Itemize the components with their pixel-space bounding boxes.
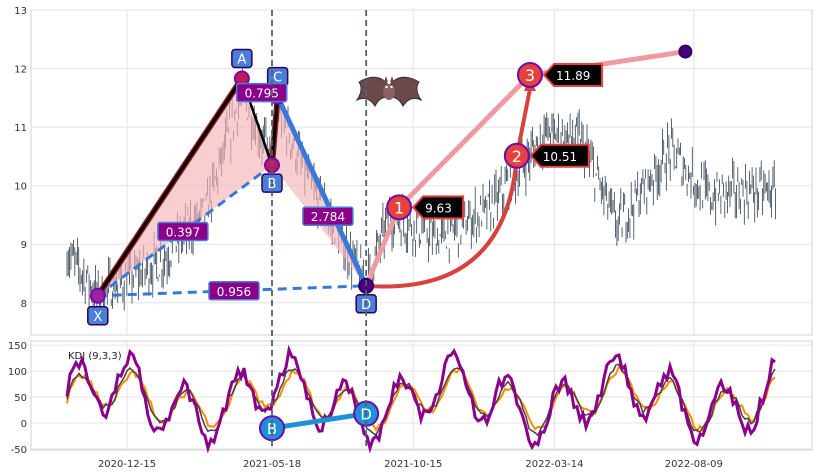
- x-tick-label: 2022-03-14: [525, 459, 583, 470]
- x-tick-label: 2020-12-15: [98, 459, 156, 470]
- target-value: 11.89: [556, 69, 590, 83]
- kdj-series-line: [66, 363, 776, 434]
- target-number: 1: [394, 198, 404, 217]
- kdj-series-line: [65, 344, 776, 454]
- kdj-label: KDJ (9,3,3): [68, 351, 122, 362]
- projection-curve: [366, 88, 532, 289]
- price-y-tick-label: 9: [21, 240, 27, 251]
- x-axis: 2020-12-15 2021-05-18 2021-10-15 2022-03-14…: [98, 459, 723, 470]
- kdj-panel-frame: [30, 340, 813, 451]
- point-x-marker: [89, 287, 106, 304]
- pattern-point-label-box: [231, 48, 253, 69]
- price-y-tick-label: 12: [14, 65, 27, 76]
- xa-leg: [96, 77, 244, 297]
- price-panel-frame: [30, 9, 813, 336]
- kdj-y-tick-label: 150: [8, 341, 27, 352]
- kdj-marker-label: B: [267, 420, 277, 438]
- kdj-y-axis: -50 0 50 100 150: [8, 341, 27, 456]
- kdj-y-tick-label: 50: [14, 393, 27, 404]
- xab-triangle-fill: [97, 78, 272, 296]
- ratio-label-box: [157, 221, 209, 242]
- x-tick-label: 2021-10-15: [384, 459, 442, 470]
- target-marker: [503, 142, 530, 169]
- ratio-label-box: [208, 281, 260, 301]
- target-marker: [386, 194, 413, 221]
- pattern-point-label: A: [237, 53, 246, 68]
- target-value-box: [529, 143, 590, 168]
- bat-icon: [355, 76, 423, 107]
- price-y-tick-label: 10: [14, 182, 27, 193]
- kdj-y-tick-label: 0: [21, 419, 27, 430]
- target-value-box: [411, 195, 465, 220]
- target-path: [363, 49, 686, 287]
- price-y-tick-label: 13: [14, 6, 27, 17]
- target-value: 10.51: [543, 150, 577, 164]
- target-value-box: [542, 63, 603, 87]
- price-y-tick-label: 8: [21, 299, 27, 310]
- x-tick-label: 2021-05-18: [243, 459, 301, 470]
- kdj-y-tick-label: 100: [8, 367, 27, 378]
- bc-leg: [270, 96, 280, 166]
- target-marker: [516, 62, 543, 88]
- pattern-point-label: X: [93, 310, 102, 325]
- kdj-lines: [65, 344, 776, 454]
- pattern-point-label: C: [273, 71, 282, 86]
- end-point-marker: [678, 44, 693, 59]
- ratio-label: 0.956: [217, 285, 251, 299]
- ratio-label-box: [236, 82, 288, 103]
- price-y-tick-label: 11: [14, 123, 27, 134]
- harmonic-pattern: XABCD0.3970.7952.7840.95619.63210.51311.…: [87, 44, 693, 326]
- target-number: 3: [525, 66, 535, 85]
- kdj-bd-line: [271, 411, 367, 431]
- kdj-y-tick-label: -50: [11, 445, 27, 456]
- cd-leg: [275, 95, 369, 287]
- ratio-label: 0.795: [245, 87, 279, 101]
- ratio-label: 0.397: [166, 225, 200, 239]
- x-tick-label: 2022-08-09: [665, 459, 723, 470]
- kdj-series-line: [66, 363, 776, 437]
- price-y-axis: 8 9 10 11 12 13: [14, 6, 27, 310]
- ratio-label-box: [302, 206, 354, 226]
- target-number: 2: [512, 147, 522, 166]
- target-value: 9.63: [425, 201, 452, 215]
- ratio-label: 2.784: [311, 210, 345, 224]
- vertical-reference-lines: [271, 10, 368, 450]
- pattern-point-label-box: [87, 306, 109, 326]
